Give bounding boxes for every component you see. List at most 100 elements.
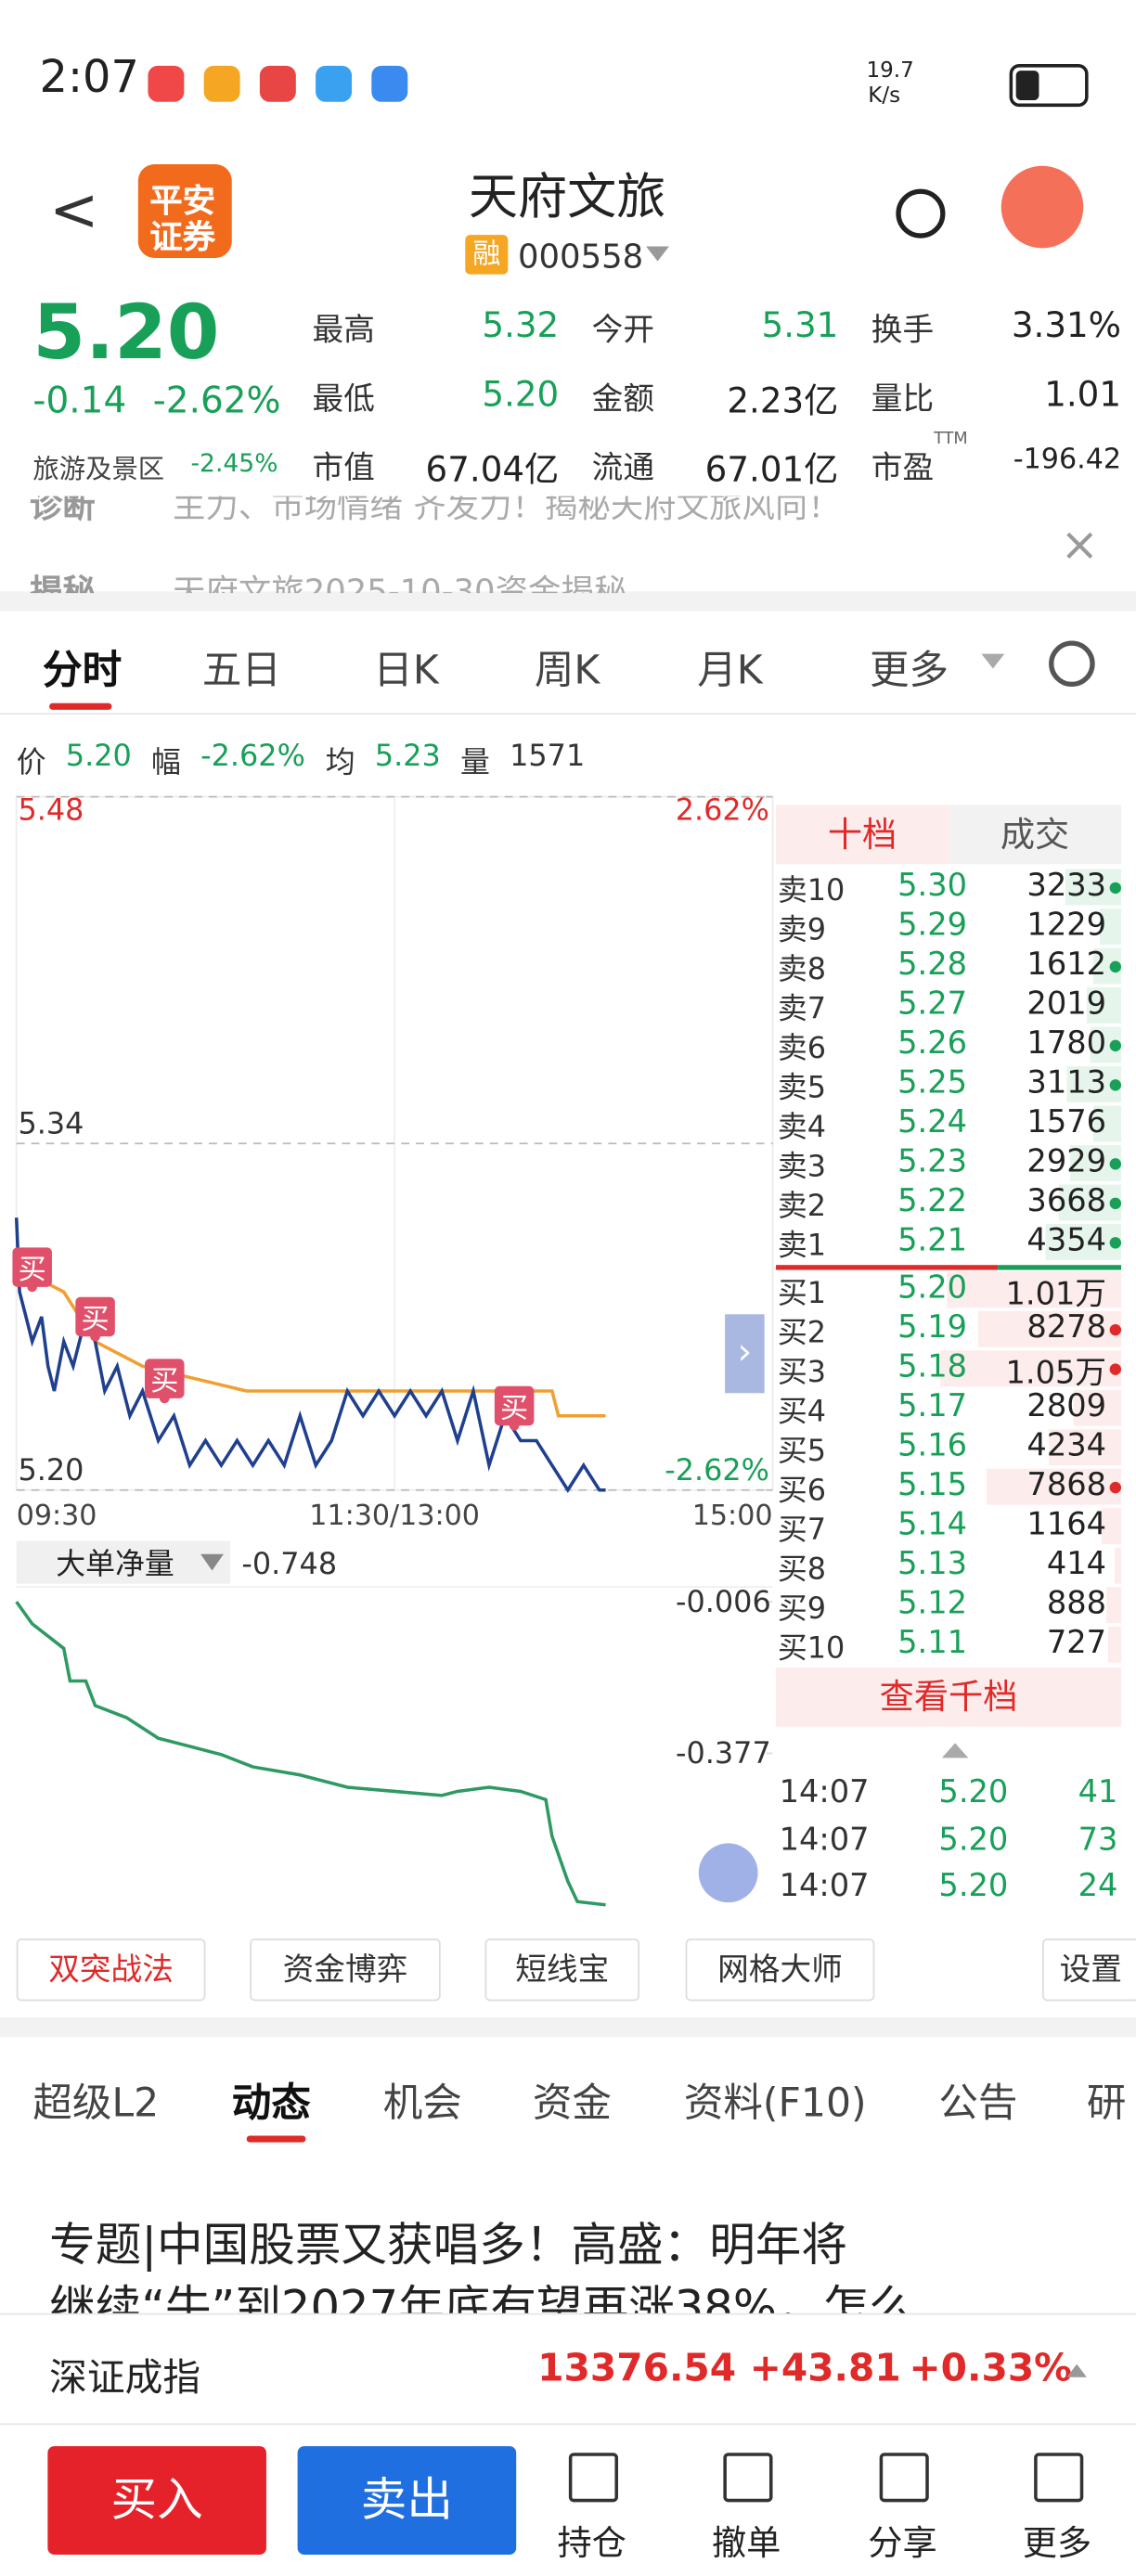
trade-volume: 41: [1078, 1774, 1118, 1810]
fullscreen-button[interactable]: [698, 1843, 758, 1903]
expand-arrow[interactable]: ›: [725, 1314, 765, 1394]
chart-tab[interactable]: 分时: [43, 647, 123, 694]
info-label: 量: [459, 745, 490, 780]
quote-bg: [0, 287, 1136, 494]
annotation-label: 买: [19, 1254, 46, 1286]
index-value: 13376.54: [537, 2347, 737, 2390]
index-name: 深证成指: [49, 2357, 201, 2401]
level-volume: 4354: [1026, 1222, 1107, 1259]
volume-bar: [1101, 1508, 1121, 1545]
tool-button[interactable]: 双突战法: [16, 1938, 206, 2002]
status-icon: [148, 65, 185, 102]
nav-item[interactable]: 持仓: [557, 2523, 626, 2563]
status-icon: [316, 65, 353, 102]
level-volume: 1576: [1026, 1103, 1107, 1140]
stat-value: 67.04亿: [425, 450, 560, 490]
level-name: 卖4: [777, 1110, 826, 1145]
stat-value: 1.01: [1044, 374, 1122, 415]
volume-bar: [1100, 908, 1121, 945]
margin-badge: 融: [465, 235, 509, 275]
close-button[interactable]: ×: [1060, 517, 1100, 573]
buy-button[interactable]: 买入: [47, 2446, 266, 2555]
trade-dot: [1109, 960, 1122, 973]
tab-underline: [49, 702, 112, 710]
chart-tab[interactable]: 日K: [373, 647, 439, 694]
dropdown: [200, 1553, 224, 1571]
stock-title: 天府文旅: [468, 169, 666, 227]
news-text[interactable]: 天府文旅2025-10-30资金揭秘: [172, 572, 627, 612]
collapse-arrow: [941, 1743, 969, 1758]
level-price: 5.22: [897, 1182, 968, 1219]
level-price: 5.16: [897, 1427, 968, 1464]
tool-button[interactable]: 短线宝: [484, 1938, 640, 2002]
level-volume: 4234: [1026, 1427, 1107, 1464]
chart-tab[interactable]: 五日: [201, 647, 281, 694]
nav-item[interactable]: 撤单: [711, 2523, 781, 2563]
book-tab[interactable]: 十档: [776, 805, 949, 865]
level-price: 5.23: [897, 1143, 968, 1180]
index-change: +43.81: [749, 2347, 901, 2390]
volume-bar: [1093, 1105, 1121, 1142]
sector-pct: -2.45%: [190, 448, 278, 479]
info-tab[interactable]: 资料(F10): [683, 2080, 867, 2126]
avatar[interactable]: [1000, 165, 1084, 249]
info-value: 1571: [510, 739, 586, 774]
sub-current: -0.748: [241, 1546, 337, 1581]
volume-bar: [978, 1310, 1121, 1347]
level-name: 卖6: [777, 1031, 826, 1066]
news-text[interactable]: 主力、市场情绪 齐发力！揭秘天府文旅风向！: [172, 486, 841, 526]
article-line[interactable]: 专题|中国股票又获唱多！高盛：明年将: [49, 2218, 847, 2273]
tab-underline: [246, 2135, 306, 2143]
back-button[interactable]: <: [49, 177, 99, 245]
status-icon: [203, 65, 240, 102]
chart-tab[interactable]: 周K: [534, 647, 600, 694]
nav-icon: [723, 2453, 773, 2503]
sell-button[interactable]: 卖出: [297, 2446, 517, 2555]
tool-button[interactable]: 资金博弈: [250, 1938, 441, 2002]
level-name: 卖2: [777, 1189, 826, 1224]
level-price: 5.21: [897, 1222, 968, 1259]
separator: [0, 591, 1136, 612]
book-tab[interactable]: 成交: [949, 805, 1122, 865]
nav-icon: [1034, 2453, 1084, 2503]
info-tab[interactable]: 机会: [382, 2080, 462, 2126]
nav-item[interactable]: 分享: [868, 2523, 937, 2563]
stat-value: 2.23亿: [727, 380, 839, 421]
tool-button[interactable]: 设置: [1042, 1938, 1136, 2002]
info-tab[interactable]: 研: [1086, 2080, 1127, 2126]
stat-label: 流通: [591, 450, 655, 487]
level-volume: 8278: [1026, 1309, 1107, 1346]
trade-price: 5.20: [938, 1867, 1009, 1904]
info-value: 5.23: [374, 739, 441, 774]
info-tab[interactable]: 资金: [532, 2080, 612, 2126]
y-tick-label: 5.34: [18, 1106, 84, 1141]
search-button[interactable]: [896, 188, 946, 238]
info-tab[interactable]: 动态: [231, 2080, 311, 2126]
level-price: 5.25: [897, 1064, 968, 1101]
level-name: 买8: [777, 1552, 826, 1588]
level-name: 买2: [777, 1316, 826, 1351]
chart-tab[interactable]: 月K: [697, 647, 763, 694]
trade-dot: [1109, 1079, 1122, 1091]
level-price: 5.13: [897, 1545, 968, 1582]
book-divider: [776, 1265, 999, 1270]
stat-value: 5.20: [482, 374, 560, 415]
stat-value: 3.31%: [1011, 305, 1122, 345]
nav-item[interactable]: 更多: [1022, 2523, 1092, 2563]
nav-icon: [568, 2453, 619, 2503]
x-tick-label: 09:30: [17, 1500, 97, 1532]
level-volume: 7868: [1026, 1466, 1107, 1503]
article-line[interactable]: 继续“牛”到2027年底有望再涨38%，怎么: [49, 2280, 915, 2313]
settings-icon[interactable]: [1049, 640, 1095, 688]
level-volume: 3668: [1026, 1182, 1107, 1219]
info-tab[interactable]: 超级L2: [32, 2080, 160, 2126]
more-levels[interactable]: 查看千档: [776, 1667, 1122, 1727]
code-dropdown: [646, 246, 669, 262]
info-tab[interactable]: 公告: [938, 2080, 1018, 2126]
tool-button[interactable]: 网格大师: [685, 1938, 875, 2002]
chart-tab[interactable]: 更多: [870, 647, 949, 694]
level-name: 买4: [777, 1395, 826, 1430]
trade-dot: [1109, 1197, 1122, 1210]
net-unit: K/s: [868, 84, 901, 109]
